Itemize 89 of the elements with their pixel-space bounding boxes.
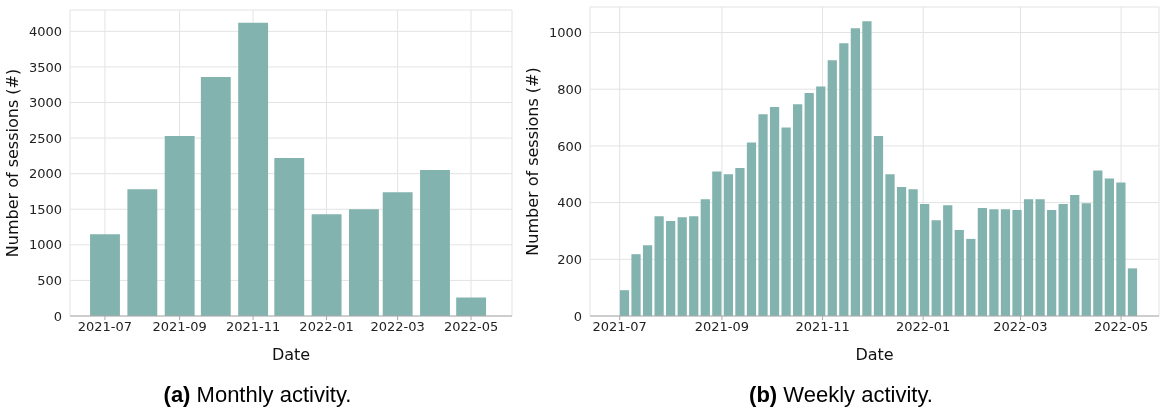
bar	[758, 114, 768, 316]
bar	[862, 21, 872, 316]
x-tick-label: 2022-01	[299, 319, 354, 335]
bar	[908, 189, 918, 316]
x-tick-label: 2022-03	[993, 319, 1048, 335]
y-tick-label: 1000	[28, 237, 62, 253]
y-tick-label: 600	[557, 138, 582, 154]
y-tick-label: 200	[557, 251, 582, 267]
y-tick-label: 400	[557, 195, 582, 211]
y-tick-label: 0	[573, 308, 582, 324]
bar	[943, 205, 953, 316]
bar	[1104, 178, 1114, 316]
bar	[349, 209, 379, 316]
bar	[746, 142, 757, 316]
bar	[931, 220, 941, 316]
x-axis-title: Date	[271, 345, 311, 364]
bar	[619, 290, 630, 316]
bar	[781, 127, 791, 316]
bar	[804, 92, 814, 316]
y-tick-label: 0	[53, 308, 62, 324]
bar	[839, 43, 849, 316]
bar	[311, 214, 342, 316]
bar	[238, 22, 269, 316]
x-tick-label: 2022-03	[370, 319, 425, 335]
bar	[1023, 199, 1034, 316]
bar	[200, 76, 231, 316]
bar	[735, 168, 745, 316]
bar	[420, 170, 450, 316]
y-tick-label: 2000	[28, 166, 62, 182]
bar	[816, 86, 826, 316]
bar	[873, 135, 884, 316]
y-tick-label: 2500	[28, 130, 62, 146]
bar	[1070, 194, 1080, 316]
y-tick-label: 3500	[28, 59, 62, 75]
bar	[977, 207, 987, 316]
bar	[1000, 209, 1011, 316]
bar	[1081, 203, 1091, 316]
bar	[127, 189, 158, 316]
text: (a) Monthly activity.	[162, 382, 353, 408]
bar	[666, 221, 676, 316]
bar	[1047, 209, 1057, 316]
bar	[966, 238, 976, 316]
bar	[989, 209, 999, 316]
bar	[654, 216, 664, 316]
x-tick-label: 2021-09	[152, 319, 207, 335]
bar	[954, 230, 964, 316]
x-axis-title: Date	[855, 345, 894, 364]
bar	[896, 187, 907, 316]
x-tick-label: 2022-05	[1093, 319, 1149, 335]
bar	[793, 104, 803, 316]
bar	[850, 28, 860, 316]
bar	[274, 158, 305, 316]
bar	[382, 192, 413, 316]
bar	[677, 217, 687, 316]
bar	[1012, 209, 1022, 316]
bar	[689, 216, 699, 316]
bar	[1035, 199, 1045, 316]
bar	[769, 107, 780, 316]
bar	[1116, 182, 1126, 316]
bar	[90, 234, 120, 316]
bar	[712, 171, 722, 316]
x-tick-label: 2022-01	[895, 319, 951, 335]
bar	[642, 245, 653, 316]
bar	[1058, 204, 1068, 316]
text: (b) Weekly activity.	[748, 382, 934, 408]
y-tick-label: 800	[557, 81, 582, 97]
y-tick-label: 1000	[548, 25, 582, 41]
x-tick-label: 2021-11	[795, 319, 850, 335]
x-tick-label: 2021-09	[694, 319, 750, 335]
y-tick-label: 500	[37, 273, 62, 289]
bar	[700, 199, 710, 316]
bar	[723, 174, 733, 316]
y-tick-label: 4000	[28, 23, 62, 39]
bar	[827, 60, 837, 316]
bar	[1093, 170, 1103, 316]
y-axis-title: Number of sessions (#)	[522, 67, 542, 256]
y-axis-title: Number of sessions (#)	[2, 68, 22, 258]
bar	[164, 135, 195, 316]
bar	[456, 297, 487, 316]
bar	[1127, 268, 1138, 316]
bar	[885, 174, 895, 316]
x-tick-label: 2021-11	[225, 319, 281, 335]
y-tick-label: 3000	[28, 95, 62, 111]
x-tick-label: 2022-05	[443, 319, 499, 335]
y-tick-label: 1500	[28, 201, 62, 217]
bar	[920, 204, 930, 316]
x-tick-label: 2021-07	[592, 319, 647, 335]
x-tick-label: 2021-07	[77, 319, 133, 335]
bar	[631, 254, 641, 316]
